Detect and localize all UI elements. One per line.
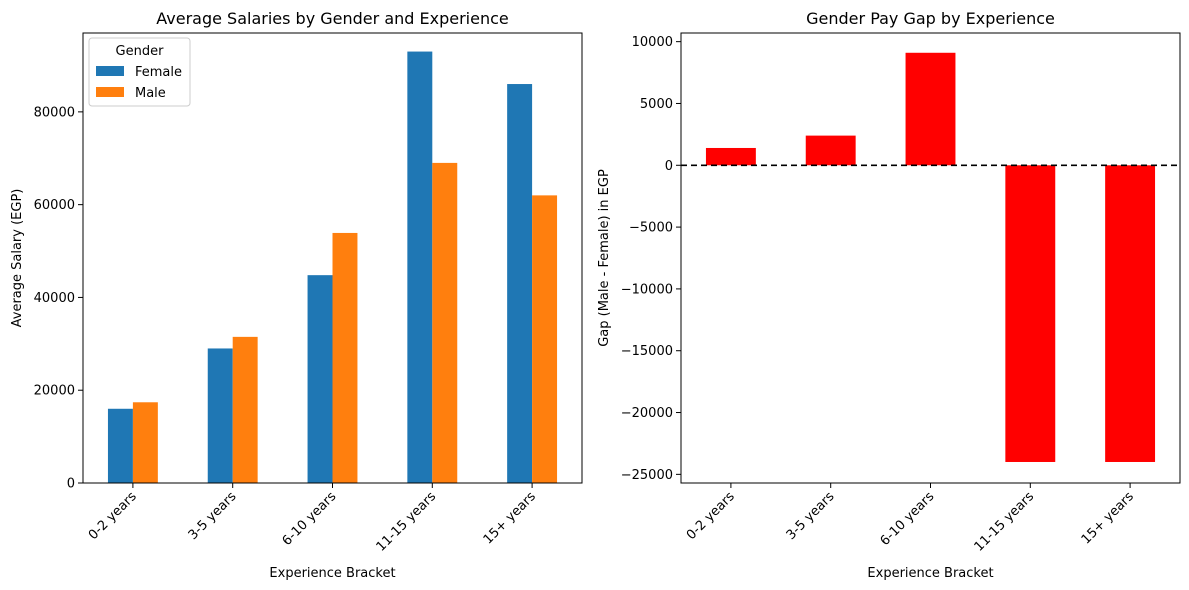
salary-chart: Average Salaries by Gender and Experienc… bbox=[10, 9, 583, 581]
salary-bar-male-0-2-years bbox=[132, 402, 158, 483]
legend: Gender Female Male bbox=[88, 37, 191, 107]
salary-plot-frame bbox=[82, 32, 583, 484]
salary-bars bbox=[107, 51, 558, 483]
gap-y-tick-label: 5000 bbox=[640, 97, 673, 112]
gap-bars bbox=[705, 52, 1156, 462]
salary-x-tick-label: 0-2 years bbox=[86, 489, 140, 543]
salary-x-tick-label: 6-10 years bbox=[280, 489, 340, 549]
salary-y-tick-label: 0 bbox=[67, 477, 75, 492]
salary-y-tick-label: 20000 bbox=[34, 384, 75, 399]
gap-x-tick-label: 15+ years bbox=[1079, 489, 1137, 547]
salary-bar-male-3-5-years bbox=[232, 336, 258, 483]
gap-y-tick-label: −25000 bbox=[621, 468, 673, 483]
salary-y-tick-label: 40000 bbox=[34, 291, 75, 306]
salary-y-axis: 0 20000 40000 60000 80000 bbox=[34, 105, 83, 492]
gap-chart-title: Gender Pay Gap by Experience bbox=[806, 9, 1055, 28]
salary-chart-ylabel: Average Salary (EGP) bbox=[10, 189, 25, 328]
gap-y-tick-label: −10000 bbox=[621, 282, 673, 297]
gap-y-tick-label: −20000 bbox=[621, 406, 673, 421]
gap-y-tick-label: 0 bbox=[665, 159, 673, 174]
gap-y-tick-label: −5000 bbox=[629, 221, 673, 236]
salary-y-tick-label: 80000 bbox=[34, 105, 75, 120]
salary-bar-female-6-10-years bbox=[307, 275, 333, 483]
gap-x-tick-label: 0-2 years bbox=[684, 489, 738, 543]
salary-x-tick-label: 15+ years bbox=[481, 489, 539, 547]
salary-bar-female-11-15-years bbox=[407, 51, 433, 483]
salary-chart-title: Average Salaries by Gender and Experienc… bbox=[156, 9, 508, 28]
gap-y-axis: −25000 −20000 −15000 −10000 −5000 0 5000 10000 bbox=[621, 35, 681, 483]
gap-x-tick-label: 11-15 years bbox=[972, 489, 1038, 555]
salary-x-tick-label: 3-5 years bbox=[186, 489, 240, 543]
gap-bar-15-years bbox=[1105, 165, 1156, 462]
gap-plot-frame bbox=[680, 32, 1181, 484]
legend-swatch-female bbox=[96, 66, 124, 76]
gap-chart: Gender Pay Gap by Experience Experience … bbox=[597, 9, 1181, 581]
gap-y-tick-label: 10000 bbox=[632, 35, 673, 50]
gap-x-tick-label: 3-5 years bbox=[784, 489, 838, 543]
gap-x-tick-label: 6-10 years bbox=[878, 489, 938, 549]
salary-bar-female-15-years bbox=[507, 84, 533, 483]
gap-chart-xlabel: Experience Bracket bbox=[867, 566, 993, 581]
salary-bar-male-11-15-years bbox=[432, 162, 458, 483]
salary-bar-male-6-10-years bbox=[332, 232, 358, 483]
gap-bar-3-5-years bbox=[805, 135, 856, 166]
gap-x-axis: 0-2 years 3-5 years 6-10 years 11-15 years 1… bbox=[684, 483, 1137, 555]
salary-bar-female-0-2-years bbox=[107, 408, 133, 483]
salary-bar-male-15-years bbox=[532, 195, 558, 483]
gap-y-tick-label: −15000 bbox=[621, 344, 673, 359]
legend-label-male: Male bbox=[135, 86, 166, 101]
salary-bar-female-3-5-years bbox=[207, 348, 233, 483]
gap-chart-ylabel: Gap (Male - Female) in EGP bbox=[597, 169, 612, 347]
salary-y-tick-label: 60000 bbox=[34, 198, 75, 213]
legend-title: Gender bbox=[116, 44, 165, 59]
gap-bar-0-2-years bbox=[705, 147, 756, 166]
gap-bar-11-15-years bbox=[1005, 165, 1056, 462]
legend-label-female: Female bbox=[135, 65, 182, 80]
salary-x-tick-label: 11-15 years bbox=[374, 489, 440, 555]
salary-x-axis: 0-2 years 3-5 years 6-10 years 11-15 years 1… bbox=[86, 483, 539, 555]
gap-bar-6-10-years bbox=[905, 52, 956, 166]
salary-chart-xlabel: Experience Bracket bbox=[269, 566, 395, 581]
legend-swatch-male bbox=[96, 87, 124, 97]
